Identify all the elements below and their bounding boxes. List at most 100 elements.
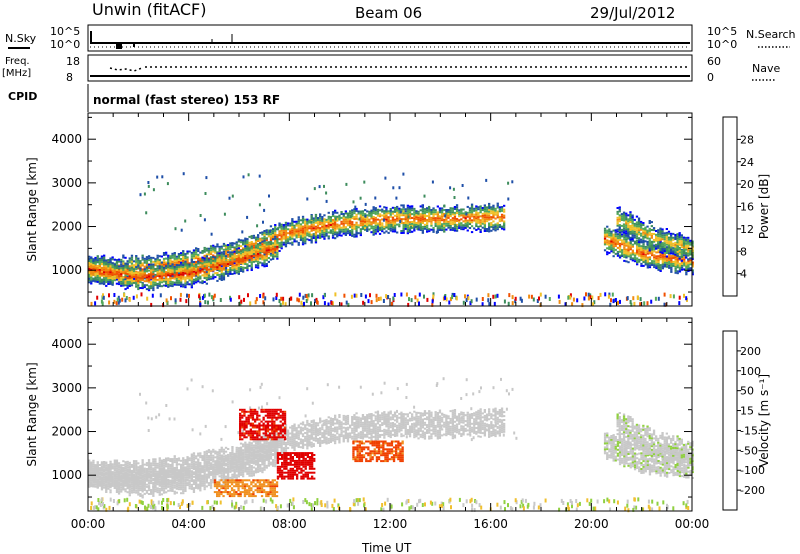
echo-cell (314, 235, 318, 238)
echo-cell (301, 235, 305, 238)
echo-cell (676, 262, 679, 265)
echo-cell (670, 234, 673, 237)
echo-cell (158, 263, 161, 265)
echo-cell (171, 462, 174, 464)
echo-cell (160, 463, 163, 466)
echo-cell (280, 243, 283, 246)
echo-cell (659, 266, 662, 269)
echo-cell (248, 247, 251, 250)
echo-cell (201, 259, 204, 262)
echo-cell (169, 464, 172, 466)
echo-cell (257, 238, 260, 240)
echo-cell (488, 214, 491, 217)
echo-cell (627, 249, 630, 252)
echo-cell (312, 225, 315, 228)
echo-cell (92, 461, 95, 464)
speckle-cell (395, 196, 398, 200)
echo-cell (623, 259, 626, 262)
noise-cell (418, 301, 420, 306)
echo-cell (135, 464, 138, 466)
echo-cell (426, 209, 429, 212)
echo-cell (458, 225, 461, 228)
echo-cell (235, 252, 238, 255)
speckle-cell (507, 181, 510, 185)
echo-cell (120, 277, 123, 279)
echo-cell (625, 226, 628, 229)
echo-cell (687, 260, 690, 263)
noise-cell (514, 296, 517, 301)
echo-cell (214, 466, 217, 469)
echo-cell (635, 237, 639, 240)
echo-cell (137, 476, 140, 478)
echo-cell (111, 270, 114, 273)
echo-cell (103, 463, 106, 465)
echo-cell (308, 231, 311, 234)
echo-cell (278, 230, 281, 233)
echo-cell (479, 211, 482, 214)
echo-cell (355, 221, 358, 224)
echo-cell (289, 238, 292, 241)
echo-cell (111, 264, 114, 267)
echo-cell (182, 285, 185, 288)
echo-cell (154, 262, 157, 265)
echo-cell (483, 222, 486, 225)
echo-cell (614, 231, 617, 234)
echo-cell (312, 223, 315, 226)
echo-cell (458, 219, 461, 222)
echo-cell (197, 255, 200, 258)
echo-cell (190, 465, 193, 468)
echo-cell (406, 212, 409, 215)
echo-cell (130, 276, 134, 279)
echo-cell (623, 248, 626, 251)
echo-cell (301, 229, 305, 232)
echo-cell (233, 266, 236, 269)
echo-cell (278, 246, 281, 249)
echo-cell (143, 261, 146, 264)
echo-cell (128, 465, 131, 468)
echo-cell (261, 250, 264, 253)
echo-cell (107, 271, 110, 274)
echo-cell (327, 219, 330, 222)
echo-cell (227, 246, 230, 248)
echo-cell (147, 267, 151, 269)
echo-cell (263, 235, 266, 238)
echo-cell (479, 209, 482, 212)
echo-cell (235, 245, 238, 248)
echo-cell (325, 228, 328, 231)
echo-cell (633, 252, 637, 255)
echo-cell (88, 281, 91, 284)
echo-cell (687, 266, 690, 268)
echo-cell (374, 207, 377, 210)
echo-cell (107, 261, 110, 264)
echo-cell (167, 285, 170, 288)
echo-cell (304, 222, 307, 225)
echo-cell (177, 276, 181, 278)
echo-cell (685, 240, 688, 243)
echo-cell (195, 267, 198, 270)
echo-cell (150, 265, 153, 268)
echo-cell (242, 255, 245, 258)
echo-cell (184, 276, 187, 279)
noise-cell (390, 302, 393, 306)
echo-cell (370, 211, 373, 214)
echo-cell (406, 232, 409, 235)
echo-cell (186, 456, 189, 459)
echo-cell (282, 243, 285, 246)
echo-cell (304, 236, 307, 239)
echo-cell (374, 218, 377, 221)
echo-cell (636, 257, 639, 260)
echo-cell (445, 222, 448, 225)
echo-cell (336, 233, 339, 236)
echo-cell (117, 283, 121, 286)
echo-cell (242, 262, 245, 265)
echo-cell (216, 251, 219, 254)
echo-cell (636, 251, 639, 254)
echo-cell (683, 264, 686, 267)
echo-cell (209, 262, 213, 265)
echo-cell (201, 256, 204, 259)
echo-cell (122, 276, 125, 279)
echo-cell (231, 451, 234, 454)
speckle-cell (334, 217, 337, 221)
echo-cell (436, 205, 439, 208)
echo-cell (299, 225, 303, 228)
